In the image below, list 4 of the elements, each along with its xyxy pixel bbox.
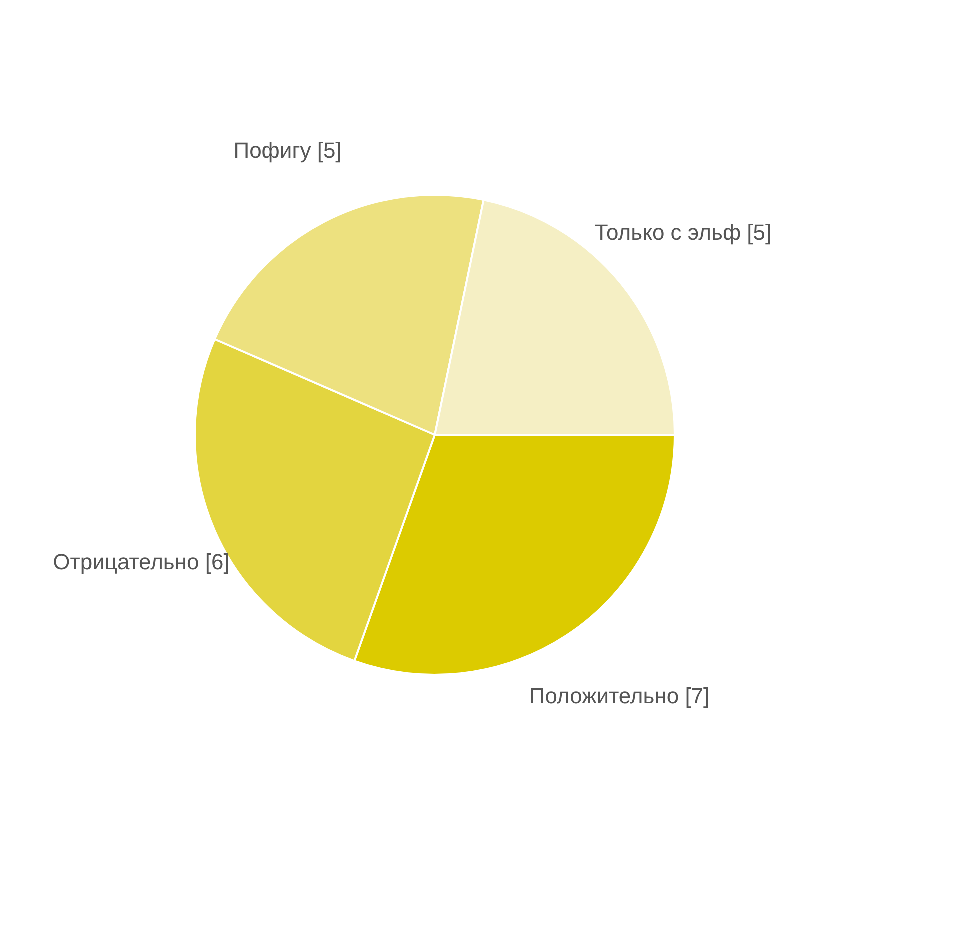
slice-label: Пофигу [5] — [234, 138, 342, 163]
slice-label: Только с эльф [5] — [594, 220, 772, 246]
slice-label: Положительно [7] — [529, 683, 710, 708]
slice-label: Отрицательно [6] — [53, 549, 230, 574]
